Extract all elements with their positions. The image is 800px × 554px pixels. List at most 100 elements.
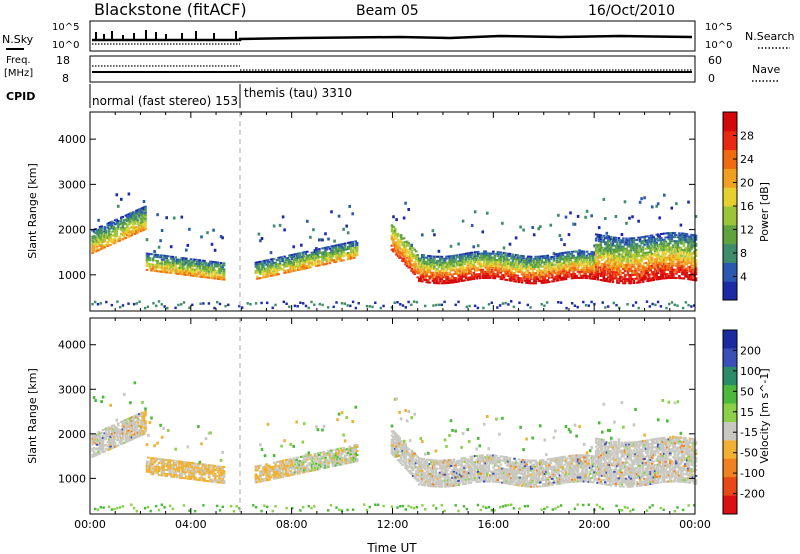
data-cell <box>649 267 652 270</box>
data-cell <box>599 238 603 241</box>
data-cell <box>309 258 312 261</box>
data-cell <box>487 260 491 263</box>
data-cell <box>157 266 161 269</box>
data-cell <box>404 255 407 258</box>
data-cell <box>638 238 642 241</box>
data-cell <box>289 264 292 267</box>
data-cell <box>594 270 598 273</box>
data-cell <box>489 254 492 257</box>
data-cell <box>118 235 122 238</box>
data-cell <box>481 277 485 279</box>
data-cell <box>681 240 684 243</box>
data-cell <box>564 259 568 262</box>
data-cell <box>343 248 347 251</box>
data-cell <box>392 215 395 219</box>
data-cell <box>169 473 173 476</box>
data-cell <box>502 260 506 263</box>
data-cell <box>174 306 177 310</box>
data-cell <box>212 480 215 483</box>
data-cell <box>669 232 672 235</box>
data-cell <box>399 234 403 237</box>
data-cell <box>123 419 126 422</box>
data-cell <box>195 273 199 276</box>
data-cell <box>604 241 607 244</box>
data-cell <box>104 237 108 240</box>
data-cell <box>346 254 350 257</box>
data-cell <box>442 276 445 279</box>
data-cell <box>434 255 438 258</box>
data-cell <box>470 278 474 281</box>
data-cell <box>404 306 407 309</box>
data-cell <box>95 229 99 232</box>
data-cell <box>608 280 612 283</box>
data-cell <box>650 236 654 239</box>
data-cell <box>617 261 621 264</box>
data-cell <box>126 213 129 216</box>
data-cell <box>216 277 220 280</box>
data-cell <box>676 240 680 243</box>
data-cell <box>605 253 609 256</box>
data-cell <box>611 275 615 277</box>
data-cell <box>195 478 199 481</box>
data-cell <box>198 471 202 474</box>
data-cell <box>292 255 295 258</box>
data-cell <box>573 266 577 269</box>
data-cell <box>664 258 668 261</box>
y-tick-label: 2000 <box>58 224 86 237</box>
data-cell <box>582 256 586 259</box>
data-cell <box>601 275 604 278</box>
data-cell <box>428 259 432 262</box>
data-cell <box>596 272 599 275</box>
data-cell <box>163 271 167 274</box>
data-cell <box>106 427 109 429</box>
data-cell <box>649 269 652 272</box>
data-cell <box>610 276 613 279</box>
data-cell <box>145 252 149 255</box>
data-cell <box>289 462 292 465</box>
data-cell <box>162 271 165 273</box>
data-cell <box>526 278 530 280</box>
data-cell <box>431 259 435 262</box>
data-cell <box>203 469 206 472</box>
data-cell <box>277 468 280 471</box>
data-cell <box>263 259 267 262</box>
data-cell <box>390 306 394 309</box>
data-cell <box>673 232 677 235</box>
data-cell <box>98 444 102 447</box>
data-cell <box>572 254 575 257</box>
data-cell <box>144 222 147 224</box>
data-cell <box>289 254 292 257</box>
data-cell <box>669 238 672 241</box>
data-cell <box>439 270 442 273</box>
data-cell <box>192 476 196 479</box>
data-cell <box>688 249 692 252</box>
data-cell <box>396 245 400 248</box>
data-cell <box>404 245 407 248</box>
data-cell <box>666 248 669 251</box>
data-cell <box>162 460 165 463</box>
data-cell <box>147 470 150 473</box>
data-cell <box>489 266 492 269</box>
data-cell <box>422 274 426 277</box>
data-cell <box>540 261 544 264</box>
data-cell <box>121 230 125 233</box>
data-cell <box>561 266 565 269</box>
data-cell <box>165 463 168 465</box>
data-cell <box>637 279 640 282</box>
data-cell <box>295 470 298 473</box>
data-cell <box>147 456 150 459</box>
data-cell <box>591 259 595 262</box>
data-cell <box>684 249 687 252</box>
power-x-axis <box>89 112 696 311</box>
data-cell <box>195 470 199 473</box>
data-cell <box>123 421 126 424</box>
data-cell <box>588 277 592 280</box>
data-cell <box>307 258 311 261</box>
data-cell <box>511 255 515 258</box>
data-cell <box>346 231 350 235</box>
data-cell <box>610 264 613 267</box>
data-cell <box>124 228 128 231</box>
data-cell <box>694 273 698 276</box>
data-cell <box>101 239 105 241</box>
data-cell <box>647 267 651 270</box>
